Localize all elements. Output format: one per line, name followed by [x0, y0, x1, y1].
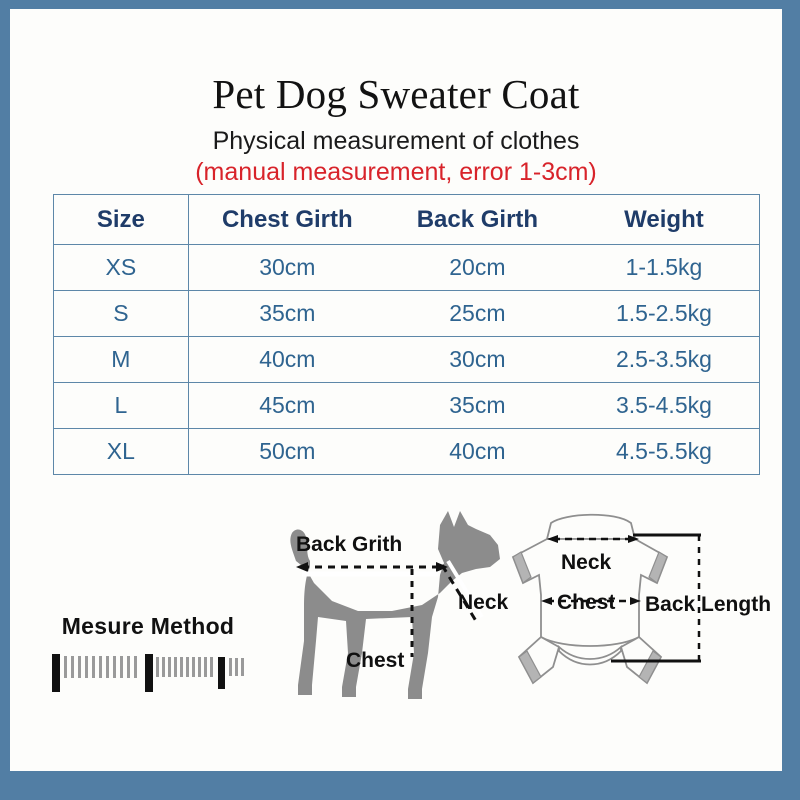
page-title: Pet Dog Sweater Coat — [212, 71, 580, 117]
neck-arrow-right — [628, 535, 639, 543]
dog-silhouette — [290, 511, 500, 699]
cell-back-girth: 25cm — [385, 290, 569, 337]
dog-label-back-girth: Back Grith — [296, 533, 402, 556]
tape-measure-icon — [52, 654, 244, 692]
table-body: XS 30cm 20cm 1-1.5kg S 35cm 25cm 1.5-2.5… — [53, 244, 760, 475]
cell-back-girth: 20cm — [385, 244, 569, 291]
column-header-chest-girth: Chest Girth — [188, 194, 386, 245]
table-row: S 35cm 25cm 1.5-2.5kg — [53, 290, 760, 337]
cell-chest-girth: 40cm — [188, 336, 386, 383]
dog-measurement-diagram: Back Grith Neck Chest — [290, 511, 509, 699]
column-header-back-girth: Back Girth — [385, 194, 569, 245]
chest-arrow-left — [541, 597, 552, 605]
cell-size: L — [53, 382, 189, 429]
cell-chest-girth: 30cm — [188, 244, 386, 291]
cell-size: M — [53, 336, 189, 383]
back-girth-arrow-left — [296, 562, 308, 572]
cell-size: XL — [53, 428, 189, 475]
cell-chest-girth: 50cm — [188, 428, 386, 475]
size-chart-table-container: Size Chest Girth Back Girth Weight XS 30… — [53, 194, 760, 475]
garment-measurement-diagram: Neck Chest Back Length — [511, 513, 770, 685]
cell-size: XS — [53, 244, 189, 291]
measurement-error-notice: (manual measurement, error 1-3cm) — [195, 158, 597, 187]
dog-label-chest: Chest — [346, 649, 404, 672]
cell-weight: 2.5-3.5kg — [568, 336, 760, 383]
garment-cuffs — [512, 551, 668, 684]
illustration-band: Mesure Method — [10, 479, 782, 771]
garment-label-neck: Neck — [561, 551, 612, 574]
cell-weight: 3.5-4.5kg — [568, 382, 760, 429]
size-chart-table: Size Chest Girth Back Girth Weight XS 30… — [53, 194, 760, 475]
cell-weight: 1.5-2.5kg — [568, 290, 760, 337]
page-canvas: Pet Dog Sweater Coat Physical measuremen… — [10, 9, 782, 771]
dog-label-neck: Neck — [458, 591, 509, 614]
cell-weight: 1-1.5kg — [568, 244, 760, 291]
table-row: XS 30cm 20cm 1-1.5kg — [53, 244, 760, 291]
table-row: L 45cm 35cm 3.5-4.5kg — [53, 382, 760, 429]
cell-back-girth: 40cm — [385, 428, 569, 475]
table-row: XL 50cm 40cm 4.5-5.5kg — [53, 428, 760, 475]
measure-method-block: Mesure Method — [38, 613, 258, 696]
chest-arrow-right — [630, 597, 641, 605]
header: Pet Dog Sweater Coat Physical measuremen… — [10, 9, 782, 186]
cell-weight: 4.5-5.5kg — [568, 428, 760, 475]
table-row: M 40cm 30cm 2.5-3.5kg — [53, 336, 760, 383]
back-length-measure-line — [611, 533, 701, 663]
table-header-row: Size Chest Girth Back Girth Weight — [53, 194, 760, 245]
column-header-size: Size — [53, 194, 189, 245]
column-header-weight: Weight — [568, 194, 760, 245]
cell-chest-girth: 45cm — [188, 382, 386, 429]
measure-method-title: Mesure Method — [61, 613, 235, 639]
cell-chest-girth: 35cm — [188, 290, 386, 337]
neck-arrow-left — [547, 535, 558, 543]
subtitle: Physical measurement of clothes — [212, 127, 580, 156]
cell-back-girth: 30cm — [385, 336, 569, 383]
neck-measure-line — [440, 564, 478, 622]
cell-back-girth: 35cm — [385, 382, 569, 429]
garment-label-back-length: Back Length — [645, 593, 770, 616]
cell-size: S — [53, 290, 189, 337]
table-header: Size Chest Girth Back Girth Weight — [53, 194, 760, 245]
garment-label-chest: Chest — [557, 591, 615, 614]
